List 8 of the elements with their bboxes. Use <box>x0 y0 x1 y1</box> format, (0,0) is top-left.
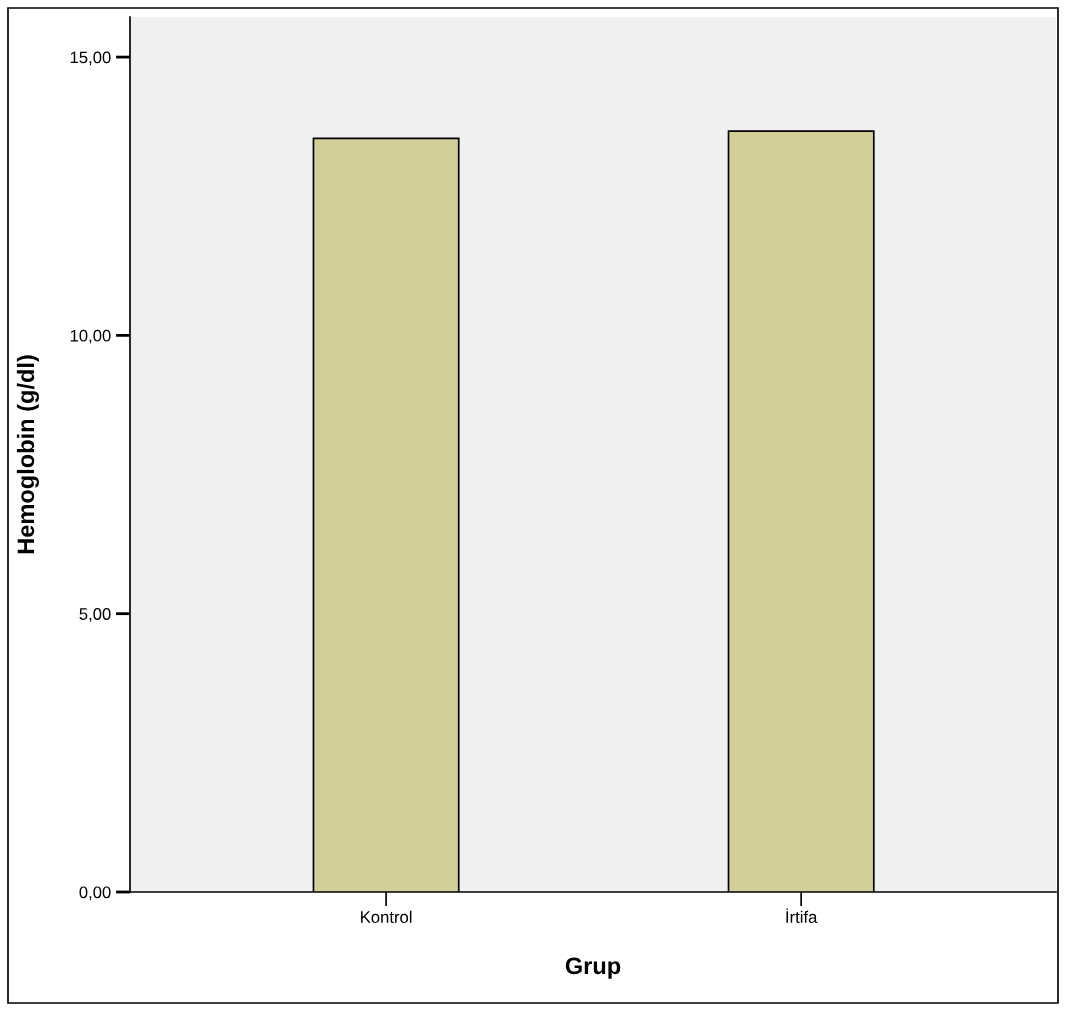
y-axis-title: Hemoglobin (g/dl) <box>16 355 39 554</box>
y-tick-label: 10,00 <box>70 329 111 344</box>
y-tick-label: 15,00 <box>70 51 111 66</box>
y-tick-label: 5,00 <box>79 608 111 622</box>
x-axis-title: Grup <box>565 957 621 979</box>
x-tick-label: Kontrol <box>361 910 412 923</box>
x-tick-label: İrtifa <box>786 908 818 923</box>
y-tick-label: 0,00 <box>79 886 111 901</box>
